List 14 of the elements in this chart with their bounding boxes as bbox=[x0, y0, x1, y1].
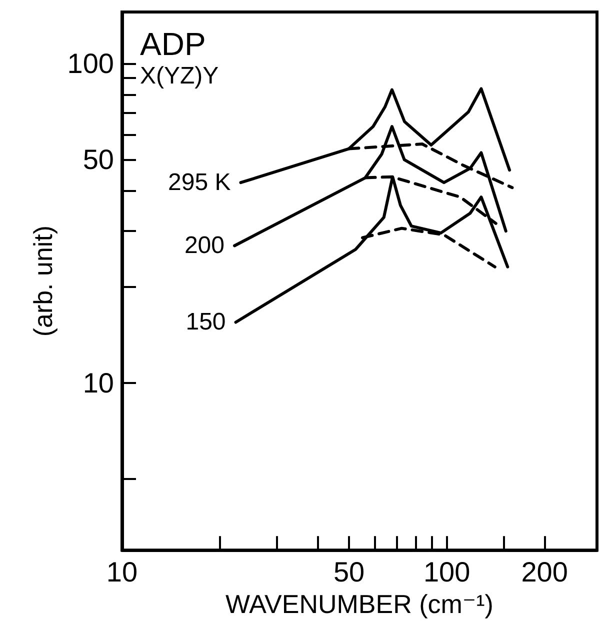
x-tick-label: 10 bbox=[106, 556, 138, 588]
y-axis-title: (arb. unit) bbox=[28, 225, 58, 337]
x-tick-label: 100 bbox=[423, 556, 470, 588]
x-axis-title: WAVENUMBER (cm⁻¹) bbox=[226, 589, 494, 619]
annotation: ADP bbox=[140, 26, 206, 62]
y-tick-label: 50 bbox=[82, 144, 114, 176]
y-tick-label: 10 bbox=[82, 368, 114, 399]
y-tick-label: 100 bbox=[67, 48, 114, 80]
annotation: X(YZ)Y bbox=[140, 62, 219, 90]
series-label: 150 bbox=[186, 308, 226, 336]
series-label: 200 bbox=[184, 232, 224, 260]
x-tick-label: 50 bbox=[333, 556, 365, 588]
x-tick-label: 200 bbox=[521, 556, 568, 588]
series-label: 295 K bbox=[168, 169, 231, 196]
